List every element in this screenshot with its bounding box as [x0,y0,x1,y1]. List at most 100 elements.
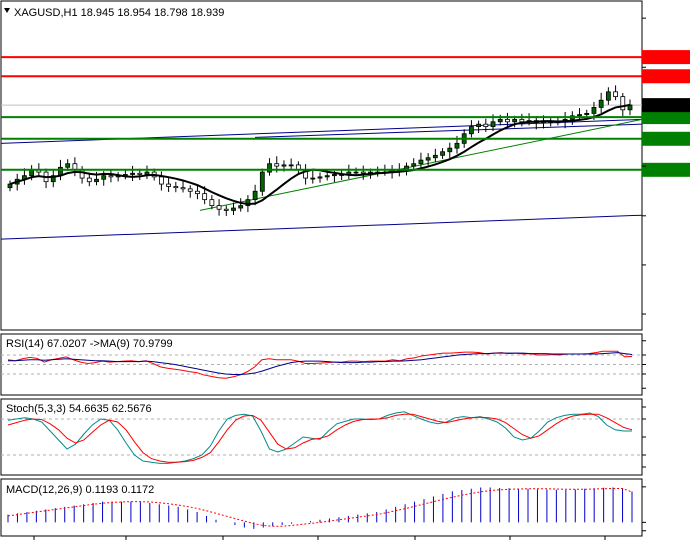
candle-body [605,91,611,101]
stoch-header: Stoch(5,3,3) 54.6635 62.5676 [6,403,152,415]
candle-body [252,190,258,201]
candle [468,120,474,138]
candle-body [447,147,453,153]
rsi-header: RSI(14) 67.0207 ->MA(9) 70.9799 [6,338,173,350]
level-label-box [642,50,690,65]
candle-body [440,151,445,156]
candle-body [158,176,164,185]
candle [613,85,618,101]
candle-body [425,157,431,161]
level-label-box [642,162,690,177]
candle-body [476,123,482,127]
candle-body [432,154,438,159]
candle [209,195,215,210]
candle-body [50,175,56,183]
candle [288,158,294,170]
candle [180,181,186,193]
macd-plot [7,487,633,529]
candle-body [245,199,251,207]
candle-body [223,208,229,211]
indicator-line [8,352,633,375]
candle [483,118,489,133]
candle-body [591,107,597,114]
candle [173,181,179,193]
candle-body [281,164,287,167]
trend-line-lower [0,214,643,240]
candle [432,148,438,163]
candle [216,199,222,216]
candle [360,165,366,180]
candle [418,152,424,171]
candle-body [598,99,604,108]
level-label-box [642,110,690,125]
candle [447,142,453,159]
axes [33,17,690,540]
candle-body [418,159,424,165]
candle-body [512,118,518,123]
candle [130,165,135,181]
candle-body [620,96,626,111]
candle [476,120,482,134]
candle-body [317,176,323,179]
candle-body [353,171,359,174]
level-label-box [642,69,690,84]
candle-body [195,190,200,195]
candle-body [166,183,172,187]
candle [505,112,510,129]
candle [267,158,272,176]
candle-body [202,193,208,201]
price-header: XAGUSD,H1 18.945 18.954 18.798 18.939 [14,7,224,19]
candle-body [310,177,316,180]
candle-body [324,175,330,178]
candle-body [274,163,280,167]
candle-body [584,112,590,115]
candle-body [497,118,503,123]
candle-body [79,169,85,179]
candle [223,205,229,216]
candle-body [505,118,510,123]
candle [252,184,258,206]
macd-header: MACD(12,26,9) 0.1193 0.1172 [6,484,154,496]
current-price-box [642,98,690,113]
candle-body [173,186,179,189]
candle-body [411,163,417,167]
candle [86,172,92,187]
candle-body [72,163,78,171]
candle-body [108,175,114,178]
candle-body [577,114,582,117]
candle-body [216,205,222,210]
candle [440,148,445,159]
macd-signal-line [7,487,633,527]
candle-body [65,163,71,168]
candle-body [288,164,294,167]
candle [166,176,172,192]
candle [195,185,200,200]
candle-body [360,171,366,174]
candle [317,172,323,183]
candle-body [180,187,186,190]
candle [411,158,417,170]
candle-body [468,126,474,135]
candle-body [267,163,272,173]
candle [231,202,236,215]
candle-body [490,121,496,127]
candle-body [209,199,215,207]
candle-body [519,118,525,123]
price-plot [0,56,643,240]
candle [187,185,193,198]
candle-body [259,171,265,192]
candle-body [101,175,107,180]
header-triangle-icon [4,8,10,13]
indicator-line [7,413,633,463]
candle-body [130,172,135,175]
macd-pane[interactable] [0,478,643,537]
candle-body [187,188,193,192]
candle [425,153,431,166]
candle-body [137,172,143,175]
candle-body [613,91,618,98]
candle [259,168,265,196]
candle-body [483,123,489,127]
candle [108,169,114,183]
candle-body [454,142,460,149]
